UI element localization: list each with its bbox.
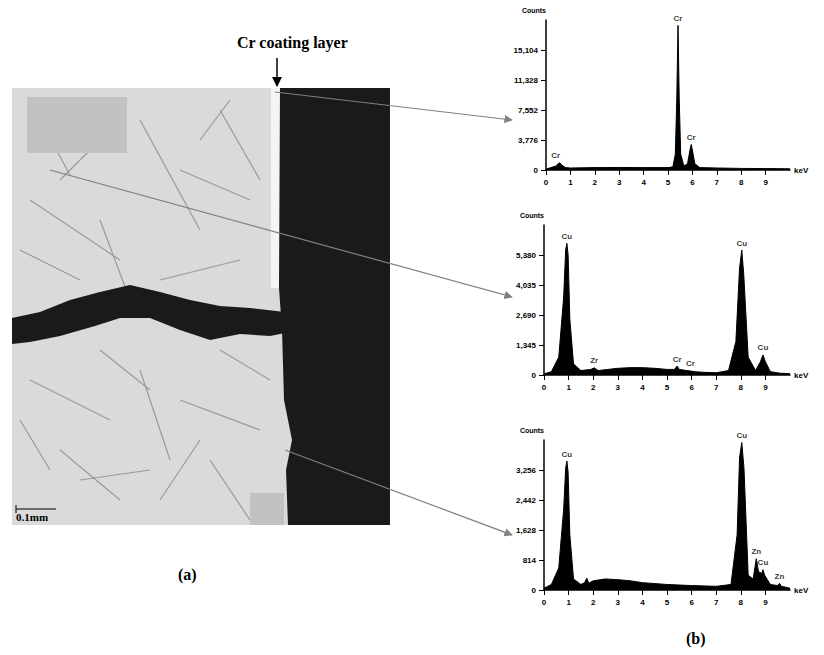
svg-text:2: 2 [591, 383, 596, 392]
svg-text:5: 5 [666, 178, 671, 187]
svg-text:7: 7 [714, 598, 719, 607]
svg-text:6: 6 [690, 178, 695, 187]
svg-text:5: 5 [665, 383, 670, 392]
svg-text:9: 9 [763, 383, 768, 392]
svg-text:4: 4 [640, 383, 645, 392]
svg-text:Counts: Counts [520, 427, 544, 434]
svg-text:Cu: Cu [758, 558, 769, 567]
svg-text:4: 4 [641, 178, 646, 187]
svg-text:15,104: 15,104 [514, 46, 539, 55]
svg-text:8: 8 [739, 383, 744, 392]
svg-text:0: 0 [532, 371, 537, 380]
svg-text:Counts: Counts [522, 7, 546, 14]
svg-text:Cu: Cu [562, 450, 573, 459]
svg-text:Zr: Zr [590, 356, 598, 365]
svg-text:5,380: 5,380 [516, 251, 537, 260]
svg-text:Cr: Cr [673, 355, 682, 364]
svg-text:keV: keV [794, 586, 809, 595]
svg-text:2,442: 2,442 [516, 496, 537, 505]
svg-text:Cr: Cr [687, 133, 696, 142]
svg-text:Cu: Cu [736, 239, 747, 248]
svg-text:8: 8 [739, 178, 744, 187]
svg-text:3,256: 3,256 [516, 466, 537, 475]
svg-text:6: 6 [689, 598, 694, 607]
svg-text:4: 4 [640, 598, 645, 607]
svg-text:0: 0 [544, 178, 549, 187]
html-text:0.1mm: 0.1mm [16, 511, 49, 523]
svg-text:Zn: Zn [775, 572, 785, 581]
html-text:Cr coating layer: Cr coating layer [237, 34, 348, 51]
svg-text:9: 9 [763, 598, 768, 607]
svg-text:3: 3 [616, 383, 621, 392]
svg-text:3: 3 [617, 178, 622, 187]
svg-text:2: 2 [591, 598, 596, 607]
svg-text:Cr: Cr [551, 151, 560, 160]
svg-text:7: 7 [715, 178, 720, 187]
svg-text:7: 7 [714, 383, 719, 392]
svg-text:0: 0 [534, 166, 539, 175]
svg-text:keV: keV [794, 166, 809, 175]
svg-text:Zn: Zn [751, 547, 761, 556]
svg-text:3,776: 3,776 [518, 136, 539, 145]
svg-text:Cr: Cr [674, 14, 683, 23]
svg-text:0: 0 [542, 598, 547, 607]
svg-text:Counts: Counts [520, 212, 544, 219]
svg-text:1: 1 [566, 383, 571, 392]
svg-text:1: 1 [566, 598, 571, 607]
svg-text:3: 3 [616, 598, 621, 607]
svg-text:5: 5 [665, 598, 670, 607]
html-text:(b): (b) [686, 630, 706, 647]
svg-text:Cr: Cr [686, 359, 695, 368]
svg-text:9: 9 [763, 178, 768, 187]
svg-text:0: 0 [542, 383, 547, 392]
svg-text:11,328: 11,328 [514, 76, 539, 85]
svg-text:814: 814 [523, 556, 537, 565]
svg-text:6: 6 [689, 383, 694, 392]
svg-text:7,552: 7,552 [518, 106, 539, 115]
svg-text:Cu: Cu [758, 343, 769, 352]
svg-text:4,035: 4,035 [516, 281, 537, 290]
svg-text:keV: keV [794, 371, 809, 380]
svg-text:1,345: 1,345 [516, 341, 537, 350]
html-text:(a): (a) [178, 566, 197, 583]
svg-text:1,628: 1,628 [516, 526, 537, 535]
svg-text:0: 0 [532, 586, 537, 595]
svg-text:2: 2 [593, 178, 598, 187]
svg-text:Cu: Cu [736, 431, 747, 440]
svg-text:2,690: 2,690 [516, 311, 537, 320]
svg-text:Cu: Cu [562, 232, 573, 241]
svg-text:1: 1 [568, 178, 573, 187]
svg-text:8: 8 [739, 598, 744, 607]
